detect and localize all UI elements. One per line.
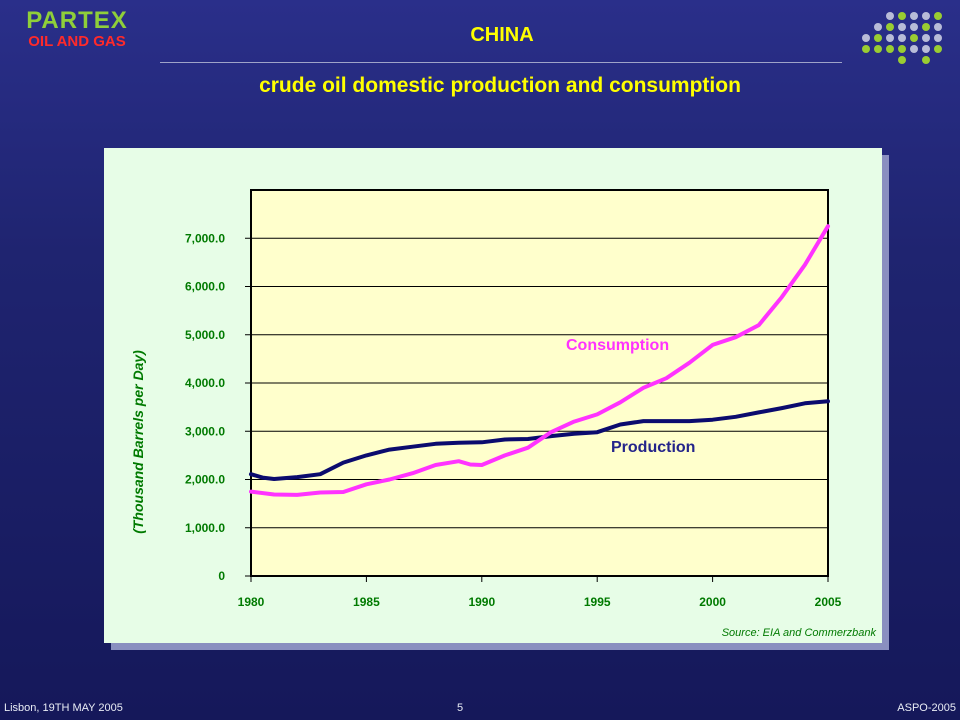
title-divider (160, 62, 842, 63)
decorative-dot (886, 34, 894, 42)
slide-title: CHINA (470, 24, 534, 46)
decorative-dot (898, 56, 906, 64)
y-axis-label: (Thousand Barrels per Day) (130, 350, 146, 534)
decorative-dot (934, 45, 942, 53)
decorative-dot (898, 45, 906, 53)
decorative-dot (886, 12, 894, 20)
x-tick-label: 1995 (584, 595, 611, 609)
line-chart: 0 1,000.0 2,000.0 3,000.0 4,000.0 5,000.0 6,00… (130, 189, 877, 639)
decorative-dot (910, 34, 918, 42)
decorative-dot (862, 45, 870, 53)
decorative-dot (922, 45, 930, 53)
logo-name: PARTEX (26, 7, 128, 34)
x-tick-label: 2005 (815, 595, 842, 609)
decorative-dot (934, 12, 942, 20)
decorative-dot (922, 23, 930, 31)
decorative-dot (874, 23, 882, 31)
decorative-dot (886, 23, 894, 31)
y-tick-label: 2,000.0 (185, 473, 225, 487)
decorative-dot (886, 45, 894, 53)
footer-location-date: Lisbon, 19TH MAY 2005 (4, 702, 123, 714)
y-tick-label: 1,000.0 (185, 521, 225, 535)
logo-subtitle: OIL AND GAS (28, 33, 126, 50)
partex-logo: PARTEX OIL AND GAS (12, 8, 142, 50)
decorative-dot (898, 34, 906, 42)
y-tick-label: 4,000.0 (185, 376, 225, 390)
decorative-dot-matrix-icon (862, 12, 942, 64)
decorative-dot (922, 56, 930, 64)
decorative-dot (862, 34, 870, 42)
decorative-dot (910, 45, 918, 53)
footer-page-number: 5 (456, 702, 464, 714)
decorative-dot (898, 12, 906, 20)
x-tick-label: 2000 (699, 595, 726, 609)
y-tick-label: 3,000.0 (185, 424, 225, 438)
decorative-dot (922, 34, 930, 42)
x-tick-label: 1985 (353, 595, 380, 609)
slide-subtitle: crude oil domestic production and consum… (259, 74, 741, 97)
consumption-label: Consumption (566, 337, 669, 354)
decorative-dot (910, 23, 918, 31)
y-tick-label: 5,000.0 (185, 328, 225, 342)
decorative-dot (910, 12, 918, 20)
x-tick-label: 1990 (468, 595, 495, 609)
footer-event: ASPO-2005 (897, 702, 956, 714)
decorative-dot (874, 45, 882, 53)
decorative-dot (874, 34, 882, 42)
decorative-dot (934, 23, 942, 31)
decorative-dot (922, 12, 930, 20)
production-series-line (249, 399, 830, 481)
production-label: Production (611, 439, 695, 456)
decorative-dot (934, 34, 942, 42)
consumption-series-line (249, 224, 830, 497)
y-tick-label: 6,000.0 (185, 280, 225, 294)
decorative-dot (898, 23, 906, 31)
y-tick-label: 7,000.0 (185, 231, 225, 245)
source-note: Source: EIA and Commerzbank (722, 627, 877, 639)
y-tick-label: 0 (218, 569, 225, 583)
x-tick-label: 1980 (238, 595, 265, 609)
